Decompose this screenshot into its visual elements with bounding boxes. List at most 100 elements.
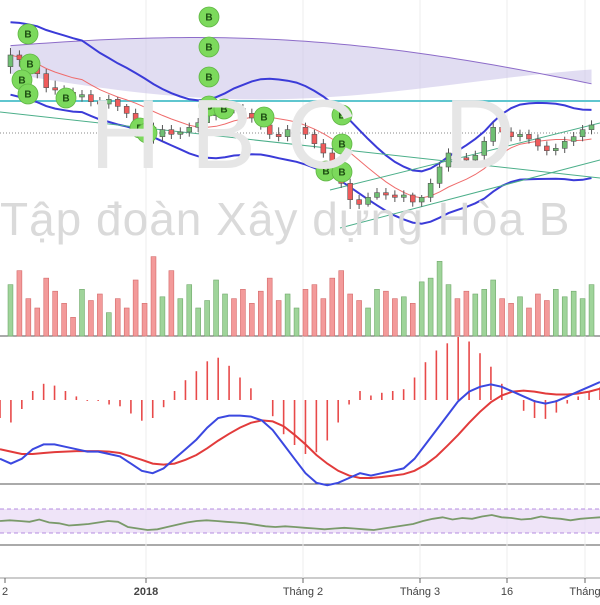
volume-bar [544,300,550,337]
candle [168,125,175,139]
volume-bar [383,290,389,337]
badge-label: B [260,113,267,124]
badge-circle [55,87,77,109]
volume-bar [490,279,496,337]
candle [409,192,416,207]
badge-circle [331,133,353,155]
candle [401,190,407,202]
candle-body [463,157,470,161]
candle [177,127,184,139]
candle-body [275,134,282,137]
candle [159,125,166,142]
volume-bar [61,303,67,337]
candle-body [293,127,300,130]
candle [365,192,371,207]
volume-bar [418,281,425,337]
volume-bar [231,298,237,337]
candle-body [579,129,586,137]
candle [97,97,103,109]
volume-bar [25,298,32,337]
volume-bar [168,270,175,337]
candle [79,90,85,102]
volume-bar [222,293,228,337]
volume-bar [463,290,470,337]
volume-bar [249,303,255,337]
candle-body [16,54,23,60]
volume-bar [275,300,282,337]
candle-body [195,122,201,128]
candle-body [481,141,488,156]
volume-bar [34,307,41,337]
candle-body [588,124,595,130]
buy-signal-badge: B [331,161,353,183]
volume-bar [401,296,407,337]
candle [275,127,282,142]
candle [427,178,434,202]
candle [347,178,353,209]
badge-label: B [220,105,227,116]
badge-circle [198,6,220,28]
trend-line-lower [339,159,600,229]
candle [436,162,443,188]
badge-label: B [205,102,212,113]
candle [383,188,389,200]
badge-label: B [18,76,25,87]
volume-bar [481,289,488,337]
candle [588,120,595,135]
candle [570,132,577,146]
buy-signal-badge: B [331,133,353,155]
candle [16,50,23,67]
x-tick-label: 2 [2,586,8,598]
volume-bar [213,279,219,337]
buy-signal-badge: B [253,106,275,128]
candle [284,125,291,142]
badge-label: B [24,30,31,41]
candle [463,153,470,165]
candle-body [204,115,210,123]
volume-bar [284,293,291,337]
candle-body [401,194,407,198]
volume-bar [427,277,434,337]
badge-label: B [143,129,150,140]
volume-bar [436,261,443,337]
badge-label: B [338,140,345,151]
volume-bar [52,290,58,337]
volume-bar [204,300,210,337]
volume-bar [159,296,166,337]
candle-body [374,192,380,198]
candle [123,104,130,118]
badge-label: B [338,168,345,179]
candle [320,139,327,158]
candle-body [123,106,130,114]
trend-line-down [0,111,600,179]
badge-circle [331,161,353,183]
buy-signal-badge: B [17,23,39,45]
bollinger-middle [10,54,592,199]
candle [186,122,193,137]
volume-bar [374,289,380,337]
volume-bar [311,284,318,337]
candle-body [311,134,318,144]
candle-body [356,199,362,205]
volume-bar [123,307,130,337]
candle-body [418,197,425,203]
candle-body [445,152,452,168]
volume-bar [365,307,371,337]
volume-bar [329,277,336,337]
badge-circle [17,83,39,105]
volume-bar [88,300,94,337]
candle [43,69,49,93]
candle-body [544,145,550,151]
badge-label: B [205,13,212,24]
candle [454,148,461,163]
badge-circle [136,122,158,144]
candle-body [114,99,121,107]
volume-bar [258,290,264,337]
buy-signal-badge: B [55,87,77,109]
candle-body [535,138,541,147]
volume-bar [79,289,85,337]
candle-body [383,192,389,196]
candle-body [97,101,103,105]
candle-body [88,94,94,102]
candle-body [409,194,416,203]
